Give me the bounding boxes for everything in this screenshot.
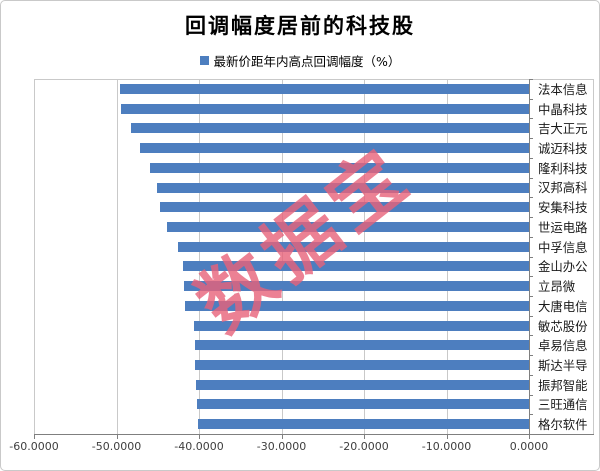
x-axis-tick-label: -60.0000 bbox=[9, 440, 59, 453]
value-axis-line bbox=[34, 434, 594, 435]
bar bbox=[166, 221, 529, 232]
category-label: 诚迈科技 bbox=[538, 141, 588, 157]
bar bbox=[119, 83, 529, 94]
category-tick-mark bbox=[529, 138, 533, 139]
gridline bbox=[199, 79, 200, 434]
category-tick-mark bbox=[529, 158, 533, 159]
x-axis-tick-label: -30.0000 bbox=[256, 440, 307, 453]
category-label: 中晶科技 bbox=[538, 101, 588, 117]
bar bbox=[185, 300, 529, 311]
category-tick-mark bbox=[529, 434, 533, 435]
category-label: 金山办公 bbox=[538, 259, 588, 275]
category-label: 大唐电信 bbox=[538, 298, 588, 314]
category-label: 立昂微 bbox=[538, 279, 576, 295]
x-axis-tick-label: -10.0000 bbox=[421, 440, 472, 453]
bar bbox=[149, 162, 529, 173]
category-tick-mark bbox=[529, 237, 533, 238]
category-tick-mark bbox=[529, 99, 533, 100]
category-tick-mark bbox=[529, 395, 533, 396]
gridline bbox=[364, 79, 365, 434]
category-label: 吉大正元 bbox=[538, 121, 588, 137]
bar bbox=[195, 379, 529, 390]
bar bbox=[121, 103, 529, 114]
bar bbox=[194, 320, 529, 331]
axis-tick-mark bbox=[199, 434, 200, 439]
category-tick-mark bbox=[529, 276, 533, 277]
axis-tick-mark bbox=[529, 434, 530, 439]
bar bbox=[183, 261, 529, 272]
category-tick-mark bbox=[529, 178, 533, 179]
gridline bbox=[446, 79, 448, 434]
category-label: 法本信息 bbox=[538, 81, 588, 97]
category-tick-mark bbox=[529, 118, 533, 119]
category-label: 振邦智能 bbox=[538, 377, 588, 393]
bar bbox=[184, 281, 529, 292]
x-axis-tick-label: -50.0000 bbox=[91, 440, 142, 453]
category-label: 卓易信息 bbox=[538, 338, 588, 354]
legend: 最新价距年内高点回调幅度（%） bbox=[1, 51, 599, 70]
category-label: 格尔软件 bbox=[538, 417, 588, 433]
axis-tick-mark bbox=[34, 434, 35, 439]
category-tick-mark bbox=[529, 257, 533, 258]
bar bbox=[140, 143, 529, 153]
category-label: 三旺通信 bbox=[538, 397, 588, 413]
category-label: 斯达半导 bbox=[538, 357, 588, 373]
axis-tick-mark bbox=[116, 434, 118, 439]
bar bbox=[177, 241, 529, 252]
category-tick-mark bbox=[529, 79, 533, 80]
bar bbox=[198, 419, 529, 430]
category-axis-line bbox=[529, 79, 530, 434]
category-label: 世运电路 bbox=[538, 219, 588, 235]
category-label: 汉邦高科 bbox=[538, 180, 588, 196]
category-tick-mark bbox=[529, 296, 533, 297]
chart-title: 回调幅度居前的科技股 bbox=[185, 14, 415, 38]
bar bbox=[194, 360, 529, 370]
category-label: 安集科技 bbox=[538, 200, 588, 216]
gridline bbox=[281, 79, 283, 434]
axis-tick-mark bbox=[281, 434, 283, 439]
category-label: 隆利科技 bbox=[538, 160, 588, 176]
gridline bbox=[116, 79, 118, 434]
category-tick-mark bbox=[529, 316, 533, 317]
bar bbox=[130, 123, 529, 134]
bar bbox=[156, 182, 529, 193]
x-axis-tick-label: -40.0000 bbox=[174, 440, 224, 453]
legend-label: 最新价距年内高点回调幅度（%） bbox=[213, 54, 401, 69]
legend-swatch-icon bbox=[199, 56, 209, 65]
x-axis-tick-label: 0.0000 bbox=[509, 440, 549, 453]
x-axis-tick-label: -20.0000 bbox=[339, 440, 389, 453]
bar bbox=[160, 202, 529, 213]
category-tick-mark bbox=[529, 375, 533, 376]
category-label: 中孚信息 bbox=[538, 239, 588, 255]
category-tick-mark bbox=[529, 217, 533, 218]
axis-tick-mark bbox=[446, 434, 448, 439]
bar bbox=[197, 399, 529, 410]
category-tick-mark bbox=[529, 197, 533, 198]
category-tick-mark bbox=[529, 355, 533, 356]
category-label: 敏芯股份 bbox=[538, 318, 588, 334]
bar bbox=[194, 340, 529, 351]
category-tick-mark bbox=[529, 414, 533, 415]
axis-tick-mark bbox=[364, 434, 365, 439]
category-tick-mark bbox=[529, 335, 533, 336]
